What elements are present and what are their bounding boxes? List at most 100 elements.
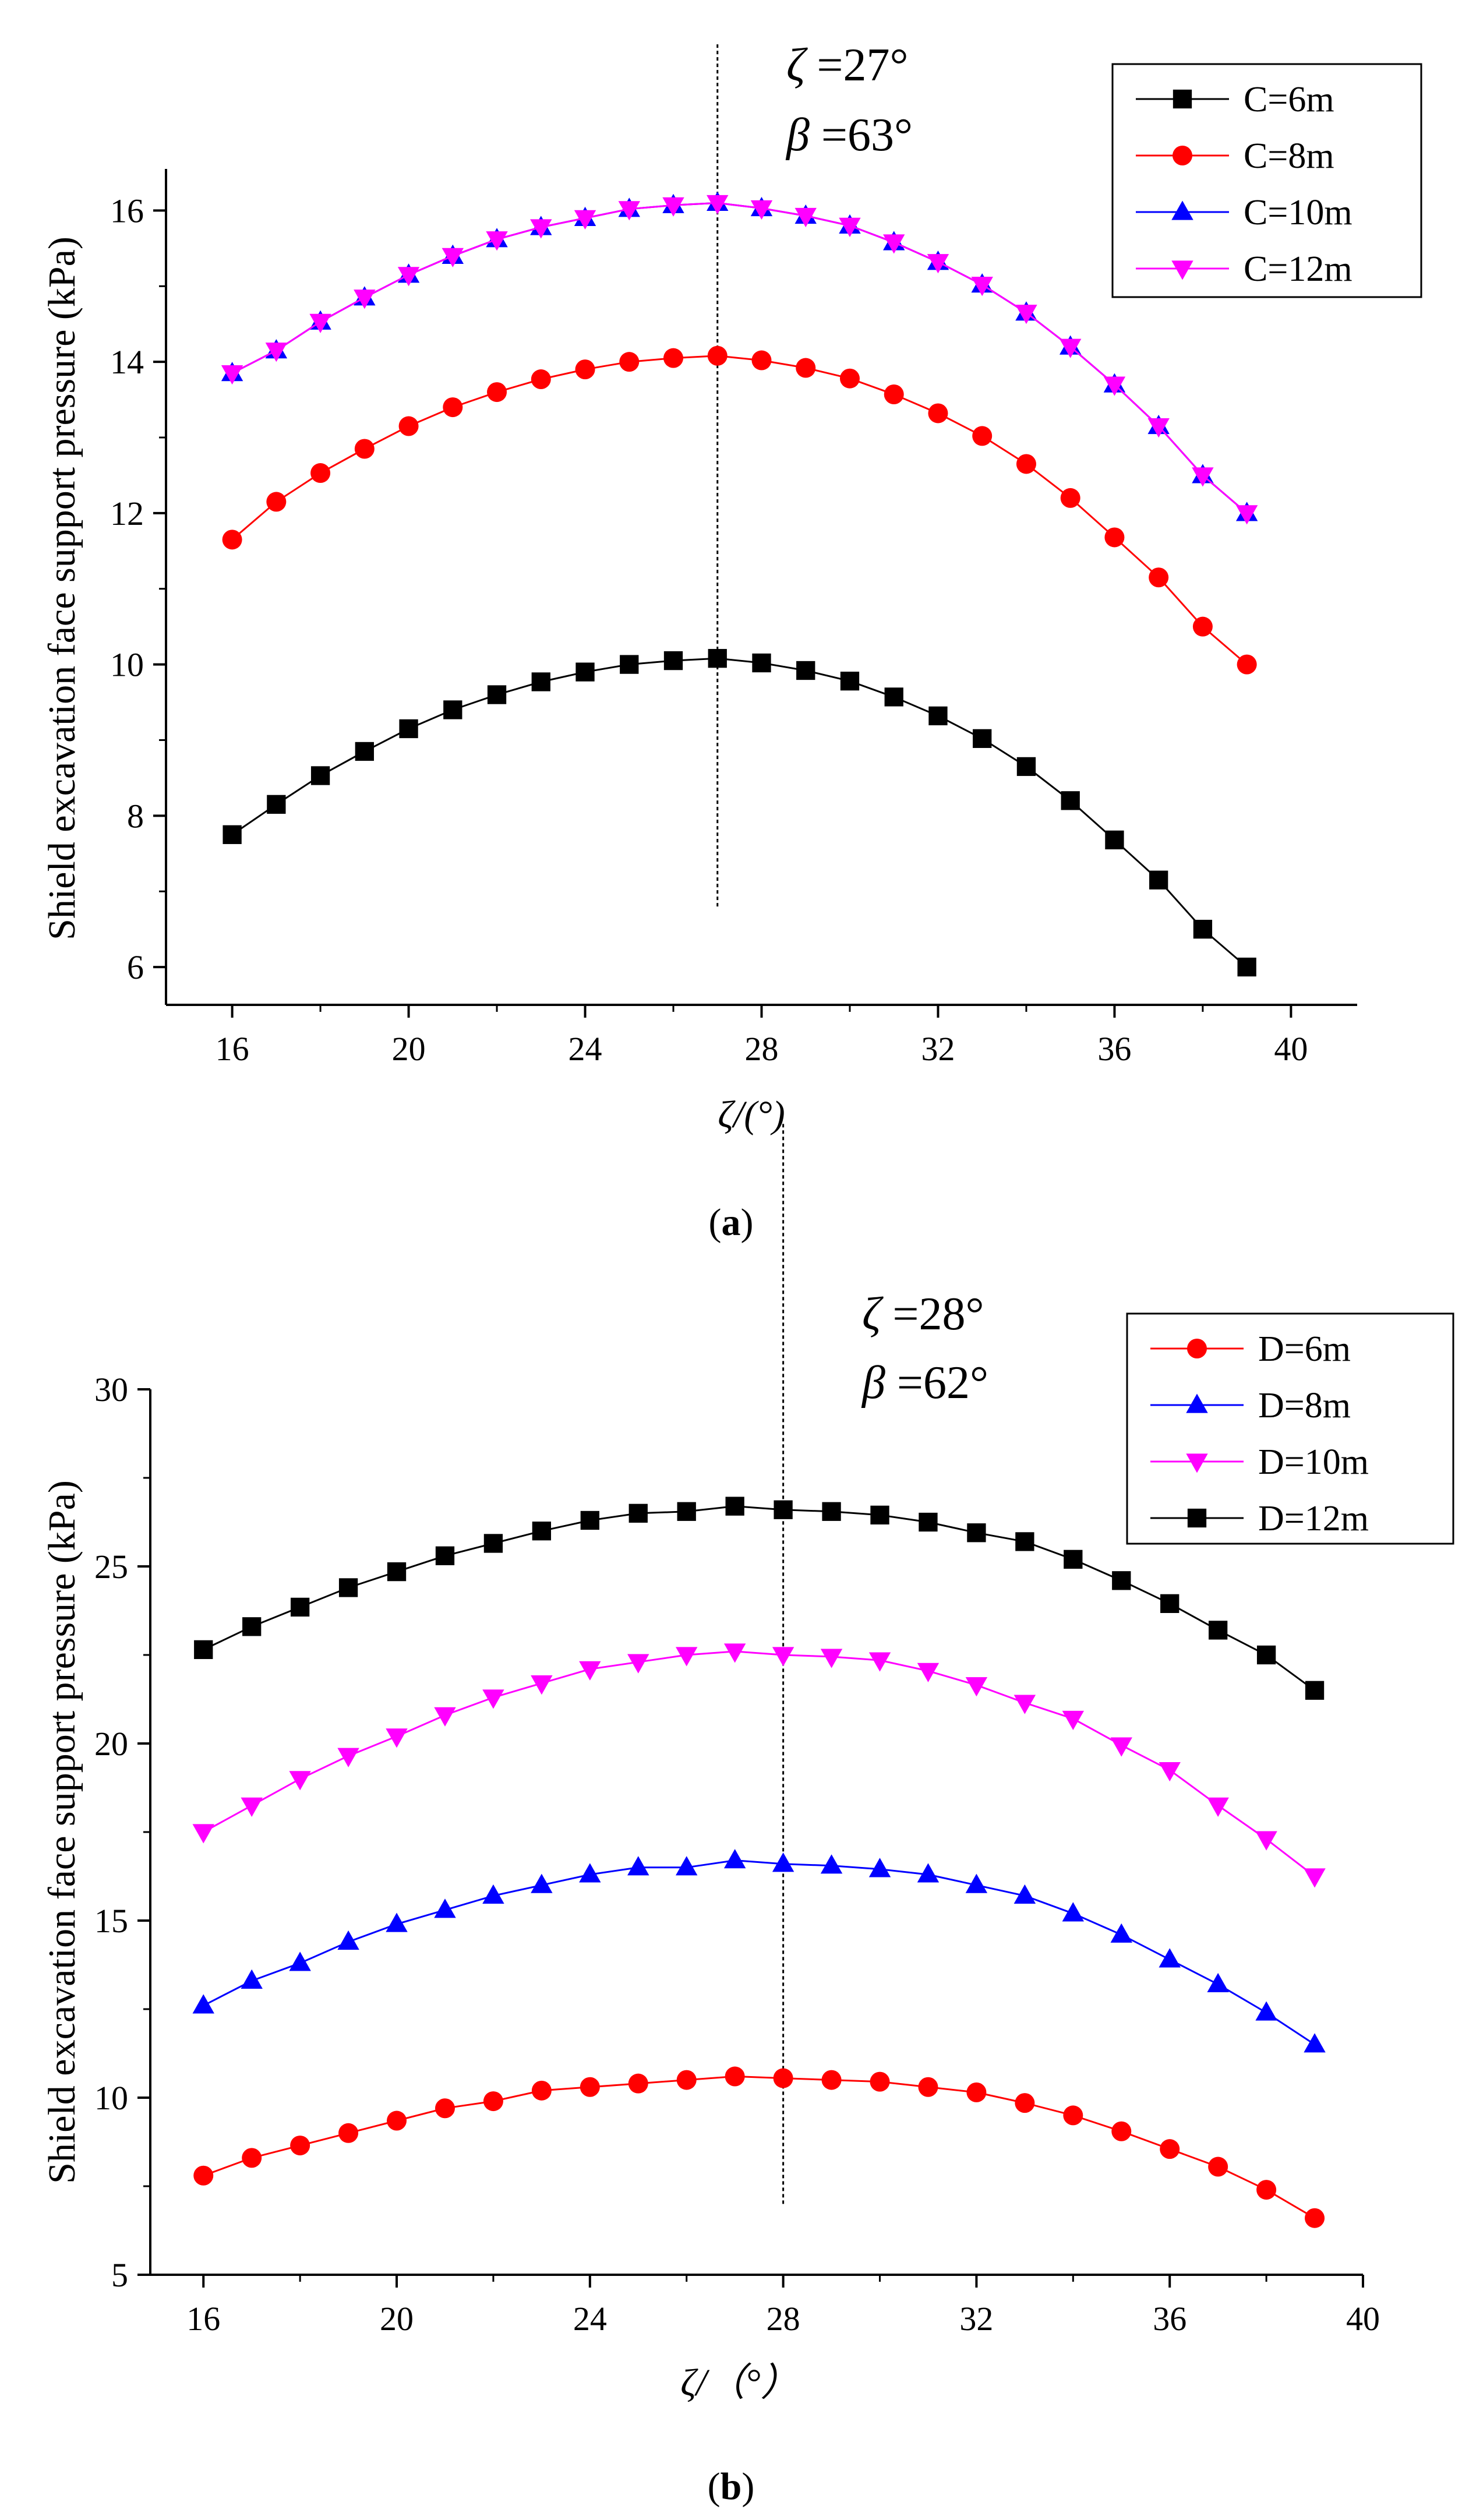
a-data-point — [928, 403, 948, 423]
a-data-point — [1192, 467, 1214, 487]
a-data-point — [530, 219, 552, 239]
b-data-point — [531, 1675, 553, 1695]
b-x-tick-label: 20 — [380, 2300, 414, 2338]
a-y-tick-label: 10 — [110, 646, 144, 684]
b-data-point — [774, 1500, 793, 1519]
b-data-point — [337, 1930, 359, 1950]
a-data-point — [267, 795, 286, 814]
b-data-point — [1304, 1868, 1326, 1888]
b-y-tick-label: 25 — [94, 1548, 128, 1586]
b-data-point — [338, 2123, 359, 2143]
a-legend-items: C=6m C=8m C=10m C=12m — [1136, 80, 1352, 289]
b-x-tick-label: 28 — [767, 2300, 800, 2338]
a-data-point — [707, 345, 728, 366]
b-data-point — [1013, 1695, 1036, 1714]
b-data-point — [434, 1707, 456, 1727]
b-data-point — [773, 2068, 793, 2088]
chart-b: 16 20 24 28 32 36 40 5 10 15 20 25 30 Shield excavat… — [41, 1124, 1454, 2508]
b-data-point — [531, 2080, 552, 2101]
b-annotation-zeta-value: =28° — [881, 1289, 984, 1340]
a-legend-marker — [1173, 89, 1192, 109]
a-data-point — [1061, 791, 1080, 810]
b-data-point — [1305, 2208, 1325, 2228]
b-data-point — [966, 2082, 987, 2102]
b-data-point — [1255, 1831, 1277, 1851]
a-legend-marker — [1171, 200, 1193, 220]
a-data-point — [222, 530, 242, 550]
b-x-tick-label: 32 — [959, 2300, 993, 2338]
a-data-point — [794, 207, 817, 228]
b-data-point — [434, 1898, 456, 1918]
a-data-point — [796, 661, 815, 680]
b-data-point — [483, 2091, 503, 2112]
b-data-point — [532, 1522, 552, 1541]
b-x-tick-label: 24 — [573, 2300, 607, 2338]
a-data-point — [839, 368, 860, 389]
b-annotation-beta-symbol: β — [861, 1357, 885, 1409]
b-data-point — [1160, 1594, 1180, 1613]
b-data-point — [1207, 1972, 1229, 1993]
b-data-point — [192, 1824, 214, 1844]
a-data-point — [486, 231, 508, 251]
b-data-point — [241, 1969, 263, 1989]
b-plot-area: 16 20 24 28 32 36 40 5 10 15 20 25 30 — [94, 1124, 1380, 2338]
a-data-point — [840, 672, 860, 691]
b-data-point — [435, 2098, 455, 2119]
a-data-point — [1104, 527, 1125, 548]
a-data-point — [1149, 870, 1168, 890]
b-y-tick-label: 20 — [94, 1725, 128, 1763]
a-legend-label: C=10m — [1244, 193, 1352, 232]
b-data-point — [435, 1546, 455, 1565]
b-data-point — [1208, 2157, 1228, 2177]
a-x-tick-label: 32 — [921, 1030, 955, 1068]
b-annotation-beta: β =62° — [861, 1357, 988, 1409]
b-data-point — [241, 1797, 263, 1817]
b-data-point — [965, 1677, 988, 1697]
a-annotation-beta-symbol: β — [785, 110, 810, 161]
a-annotation-zeta: ζ =27° — [786, 40, 909, 91]
b-y-axis-label: Shield excavation face support pressure … — [41, 1480, 83, 2184]
b-data-point — [1063, 2105, 1083, 2126]
b-data-point — [1013, 1884, 1036, 1904]
a-data-point — [442, 248, 464, 267]
b-data-point — [917, 1863, 940, 1883]
b-data-point — [1159, 1762, 1181, 1782]
b-series-line — [203, 1650, 1316, 1877]
a-data-point — [663, 651, 683, 670]
b-legend-box — [1126, 1312, 1454, 1545]
b-data-point — [821, 2070, 842, 2090]
b-data-point — [531, 1873, 553, 1893]
b-data-point — [918, 2077, 938, 2097]
a-data-point — [619, 352, 640, 372]
a-annotation-beta-value: =63° — [810, 110, 913, 161]
b-data-point — [1256, 2180, 1277, 2200]
b-panel-letter: b — [721, 2465, 742, 2508]
a-data-point — [309, 313, 331, 333]
b-data-point — [868, 1652, 891, 1672]
a-legend-label: C=12m — [1244, 249, 1352, 289]
a-data-point — [266, 492, 287, 512]
b-legend-marker — [1187, 1508, 1207, 1528]
b-data-point — [1305, 1681, 1325, 1700]
a-data-point — [399, 719, 418, 739]
b-y-tick-label: 15 — [94, 1902, 128, 1940]
a-data-point — [1016, 454, 1036, 474]
b-data-point — [194, 1640, 213, 1660]
b-data-point — [1015, 2093, 1035, 2113]
b-data-point — [242, 1617, 262, 1636]
b-data-point — [483, 1534, 503, 1553]
a-data-point — [708, 649, 727, 668]
b-data-point — [1304, 2033, 1326, 2053]
a-x-tick-label: 20 — [392, 1030, 426, 1068]
b-data-point — [628, 1503, 648, 1523]
b-data-point — [242, 2148, 262, 2168]
b-data-point — [387, 2110, 407, 2131]
b-data-point — [290, 1597, 310, 1617]
a-data-point — [750, 200, 773, 220]
b-data-point — [627, 1856, 649, 1876]
a-data-point — [574, 210, 596, 230]
b-data-point — [627, 1654, 649, 1674]
a-data-point — [531, 369, 551, 390]
